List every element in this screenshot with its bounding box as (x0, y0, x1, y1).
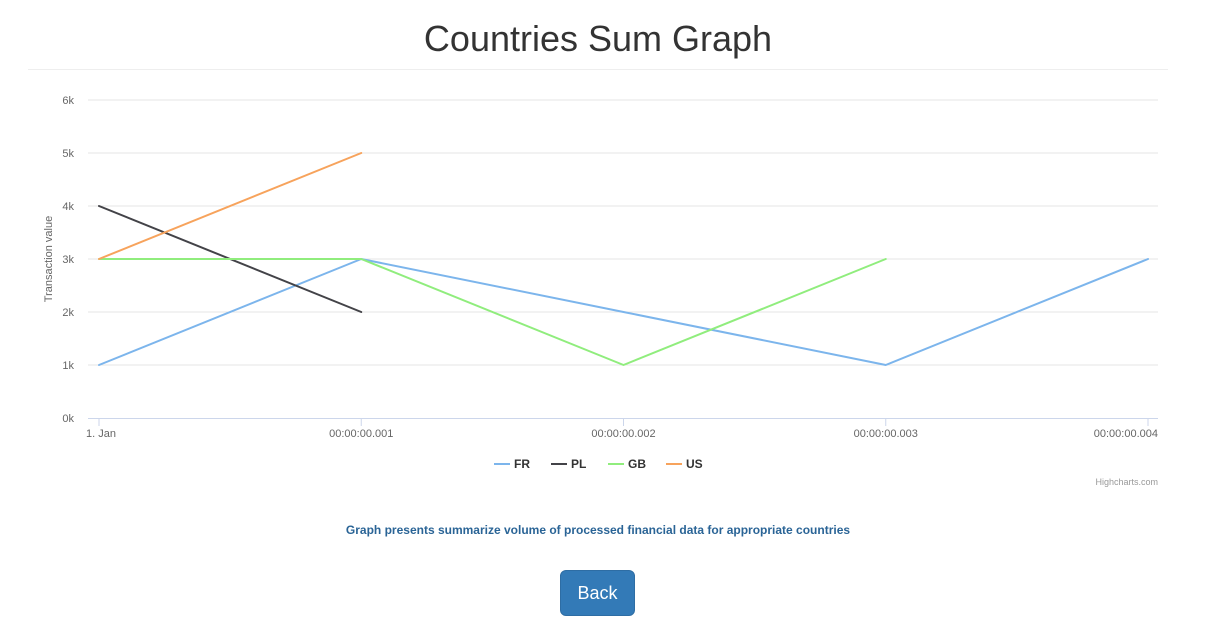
x-tick-label: 00:00:00.003 (854, 428, 918, 440)
page-title: Countries Sum Graph (423, 18, 773, 59)
y-tick-label: 3k (62, 254, 74, 266)
title-divider (28, 69, 1168, 70)
credits-link[interactable]: Highcharts.com (1095, 477, 1158, 487)
x-axis-tick-labels: 1. Jan 00:00:00.001 00:00:00.002 00:00:00.0… (86, 428, 1158, 440)
chart-caption: Graph presents summarize volume of proce… (345, 523, 851, 537)
x-tick-label: 00:00:00.002 (591, 428, 655, 440)
y-axis-tick-labels: 0k 1k 2k 3k 4k 5k 6k (62, 95, 74, 425)
y-tick-label: 5k (62, 148, 74, 160)
legend-label: GB (628, 457, 646, 471)
x-tick-label: 1. Jan (86, 428, 116, 440)
series-line-fr[interactable] (98, 258, 1149, 366)
back-button[interactable]: Back (560, 570, 635, 616)
y-tick-label: 0k (62, 413, 74, 425)
x-tick-label: 00:00:00.001 (329, 428, 393, 440)
legend-label: US (686, 457, 703, 471)
x-tick-label: 00:00:00.004 (1094, 428, 1158, 440)
x-axis (88, 418, 1158, 426)
y-tick-label: 6k (62, 95, 74, 107)
y-tick-label: 1k (62, 360, 74, 372)
series-line-us[interactable] (98, 152, 363, 260)
grid-lines (88, 99, 1158, 366)
y-axis-label: Transaction value (43, 216, 55, 302)
legend-item-gb[interactable]: GB (608, 457, 646, 471)
legend: FR PL GB US (494, 457, 703, 471)
legend-label: PL (571, 457, 586, 471)
y-tick-label: 2k (62, 307, 74, 319)
legend-item-us[interactable]: US (666, 457, 703, 471)
line-chart: 0k 1k 2k 3k 4k 5k 6k 1. Jan 00:00:00.001 00:00:0… (43, 95, 1158, 487)
series-lines (98, 152, 1149, 366)
legend-item-fr[interactable]: FR (494, 457, 530, 471)
legend-item-pl[interactable]: PL (551, 457, 586, 471)
legend-label: FR (514, 457, 530, 471)
y-tick-label: 4k (62, 201, 74, 213)
series-line-gb[interactable] (98, 258, 887, 366)
